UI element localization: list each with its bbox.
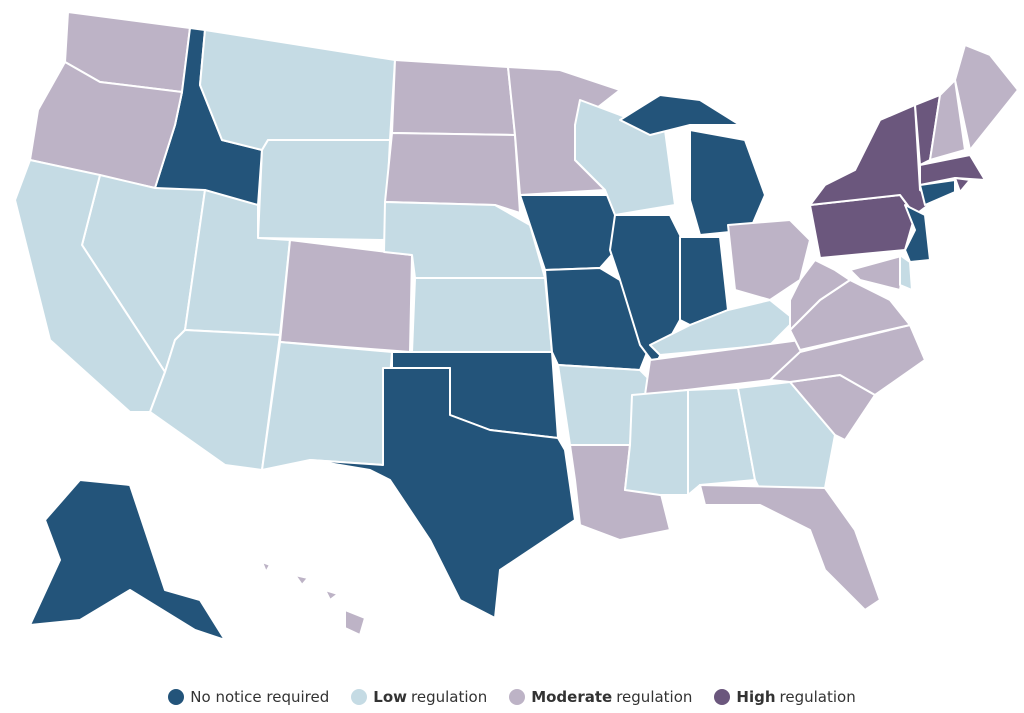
legend-label: regulation	[411, 688, 488, 706]
state	[324, 589, 339, 601]
legend-swatch	[168, 689, 185, 705]
state	[954, 177, 971, 193]
state	[849, 254, 906, 291]
state	[261, 341, 393, 471]
state	[689, 129, 766, 236]
legend-bold: Low	[373, 688, 408, 706]
state	[687, 387, 756, 496]
legend-bold: High	[736, 688, 776, 706]
state	[954, 44, 1019, 151]
legend-label: regulation	[779, 688, 856, 706]
state	[809, 194, 916, 259]
state	[279, 239, 413, 353]
state	[919, 179, 956, 206]
legend-swatch	[714, 689, 731, 705]
legend-swatch	[351, 689, 368, 705]
state	[624, 389, 689, 496]
state	[699, 484, 881, 611]
legend-item: High regulation	[714, 688, 856, 706]
legend-item: Low regulation	[351, 688, 487, 706]
state	[769, 324, 926, 396]
state	[391, 59, 516, 136]
state	[789, 259, 851, 331]
state	[29, 479, 226, 641]
us-map	[14, 11, 1019, 641]
state	[619, 94, 741, 136]
state	[384, 132, 521, 214]
state	[929, 79, 966, 161]
legend-swatch	[509, 689, 526, 705]
state	[261, 561, 271, 573]
legend-item: No notice required	[168, 688, 329, 706]
state	[29, 61, 183, 189]
state	[344, 609, 366, 636]
state	[649, 299, 796, 356]
state	[411, 277, 553, 353]
state	[199, 29, 396, 151]
state	[257, 139, 391, 241]
state	[309, 367, 576, 619]
legend: No notice required Low regulation Moderate r…	[0, 688, 1024, 706]
legend-bold: Moderate	[531, 688, 613, 706]
legend-label: regulation	[616, 688, 693, 706]
state	[294, 574, 309, 586]
legend-label: No notice required	[190, 688, 330, 706]
legend-item: Moderate regulation	[509, 688, 692, 706]
state	[899, 254, 913, 291]
